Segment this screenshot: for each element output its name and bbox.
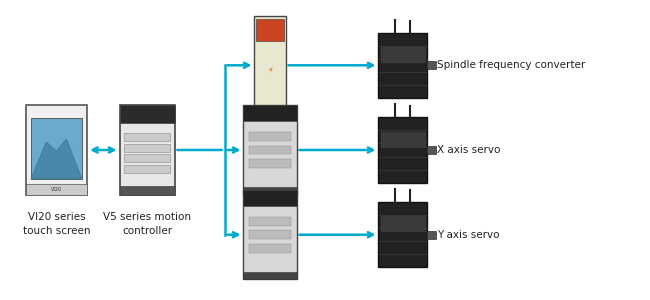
Bar: [244, 105, 296, 195]
Polygon shape: [381, 132, 424, 147]
Bar: [120, 105, 174, 195]
Polygon shape: [31, 139, 82, 178]
Polygon shape: [381, 216, 424, 231]
Bar: [378, 202, 427, 267]
Text: V5 series motion
controller: V5 series motion controller: [103, 212, 191, 236]
Bar: [31, 118, 82, 178]
Bar: [249, 244, 291, 253]
Bar: [124, 144, 170, 152]
Bar: [249, 217, 291, 226]
Bar: [249, 230, 291, 239]
Bar: [378, 117, 427, 183]
Bar: [427, 231, 436, 239]
Text: VI20: VI20: [51, 187, 62, 192]
Text: ⚡: ⚡: [267, 66, 273, 75]
Bar: [249, 132, 291, 141]
Bar: [120, 186, 174, 195]
Polygon shape: [381, 47, 424, 62]
Bar: [244, 272, 296, 279]
Bar: [254, 16, 285, 114]
Bar: [120, 105, 174, 123]
Text: VI20 series
touch screen: VI20 series touch screen: [23, 212, 90, 236]
Bar: [244, 190, 296, 279]
Bar: [25, 184, 87, 195]
Bar: [427, 61, 436, 69]
Bar: [256, 19, 284, 41]
Bar: [244, 188, 296, 195]
Bar: [25, 105, 87, 195]
Bar: [244, 190, 296, 206]
Text: Spindle frequency converter: Spindle frequency converter: [437, 60, 585, 70]
Bar: [124, 165, 170, 173]
Bar: [249, 146, 291, 154]
Bar: [124, 154, 170, 163]
Bar: [427, 146, 436, 154]
Text: Y axis servo: Y axis servo: [437, 230, 499, 240]
Bar: [378, 33, 427, 98]
Text: X axis servo: X axis servo: [437, 145, 500, 155]
Bar: [124, 133, 170, 141]
Bar: [249, 159, 291, 168]
Bar: [244, 105, 296, 122]
